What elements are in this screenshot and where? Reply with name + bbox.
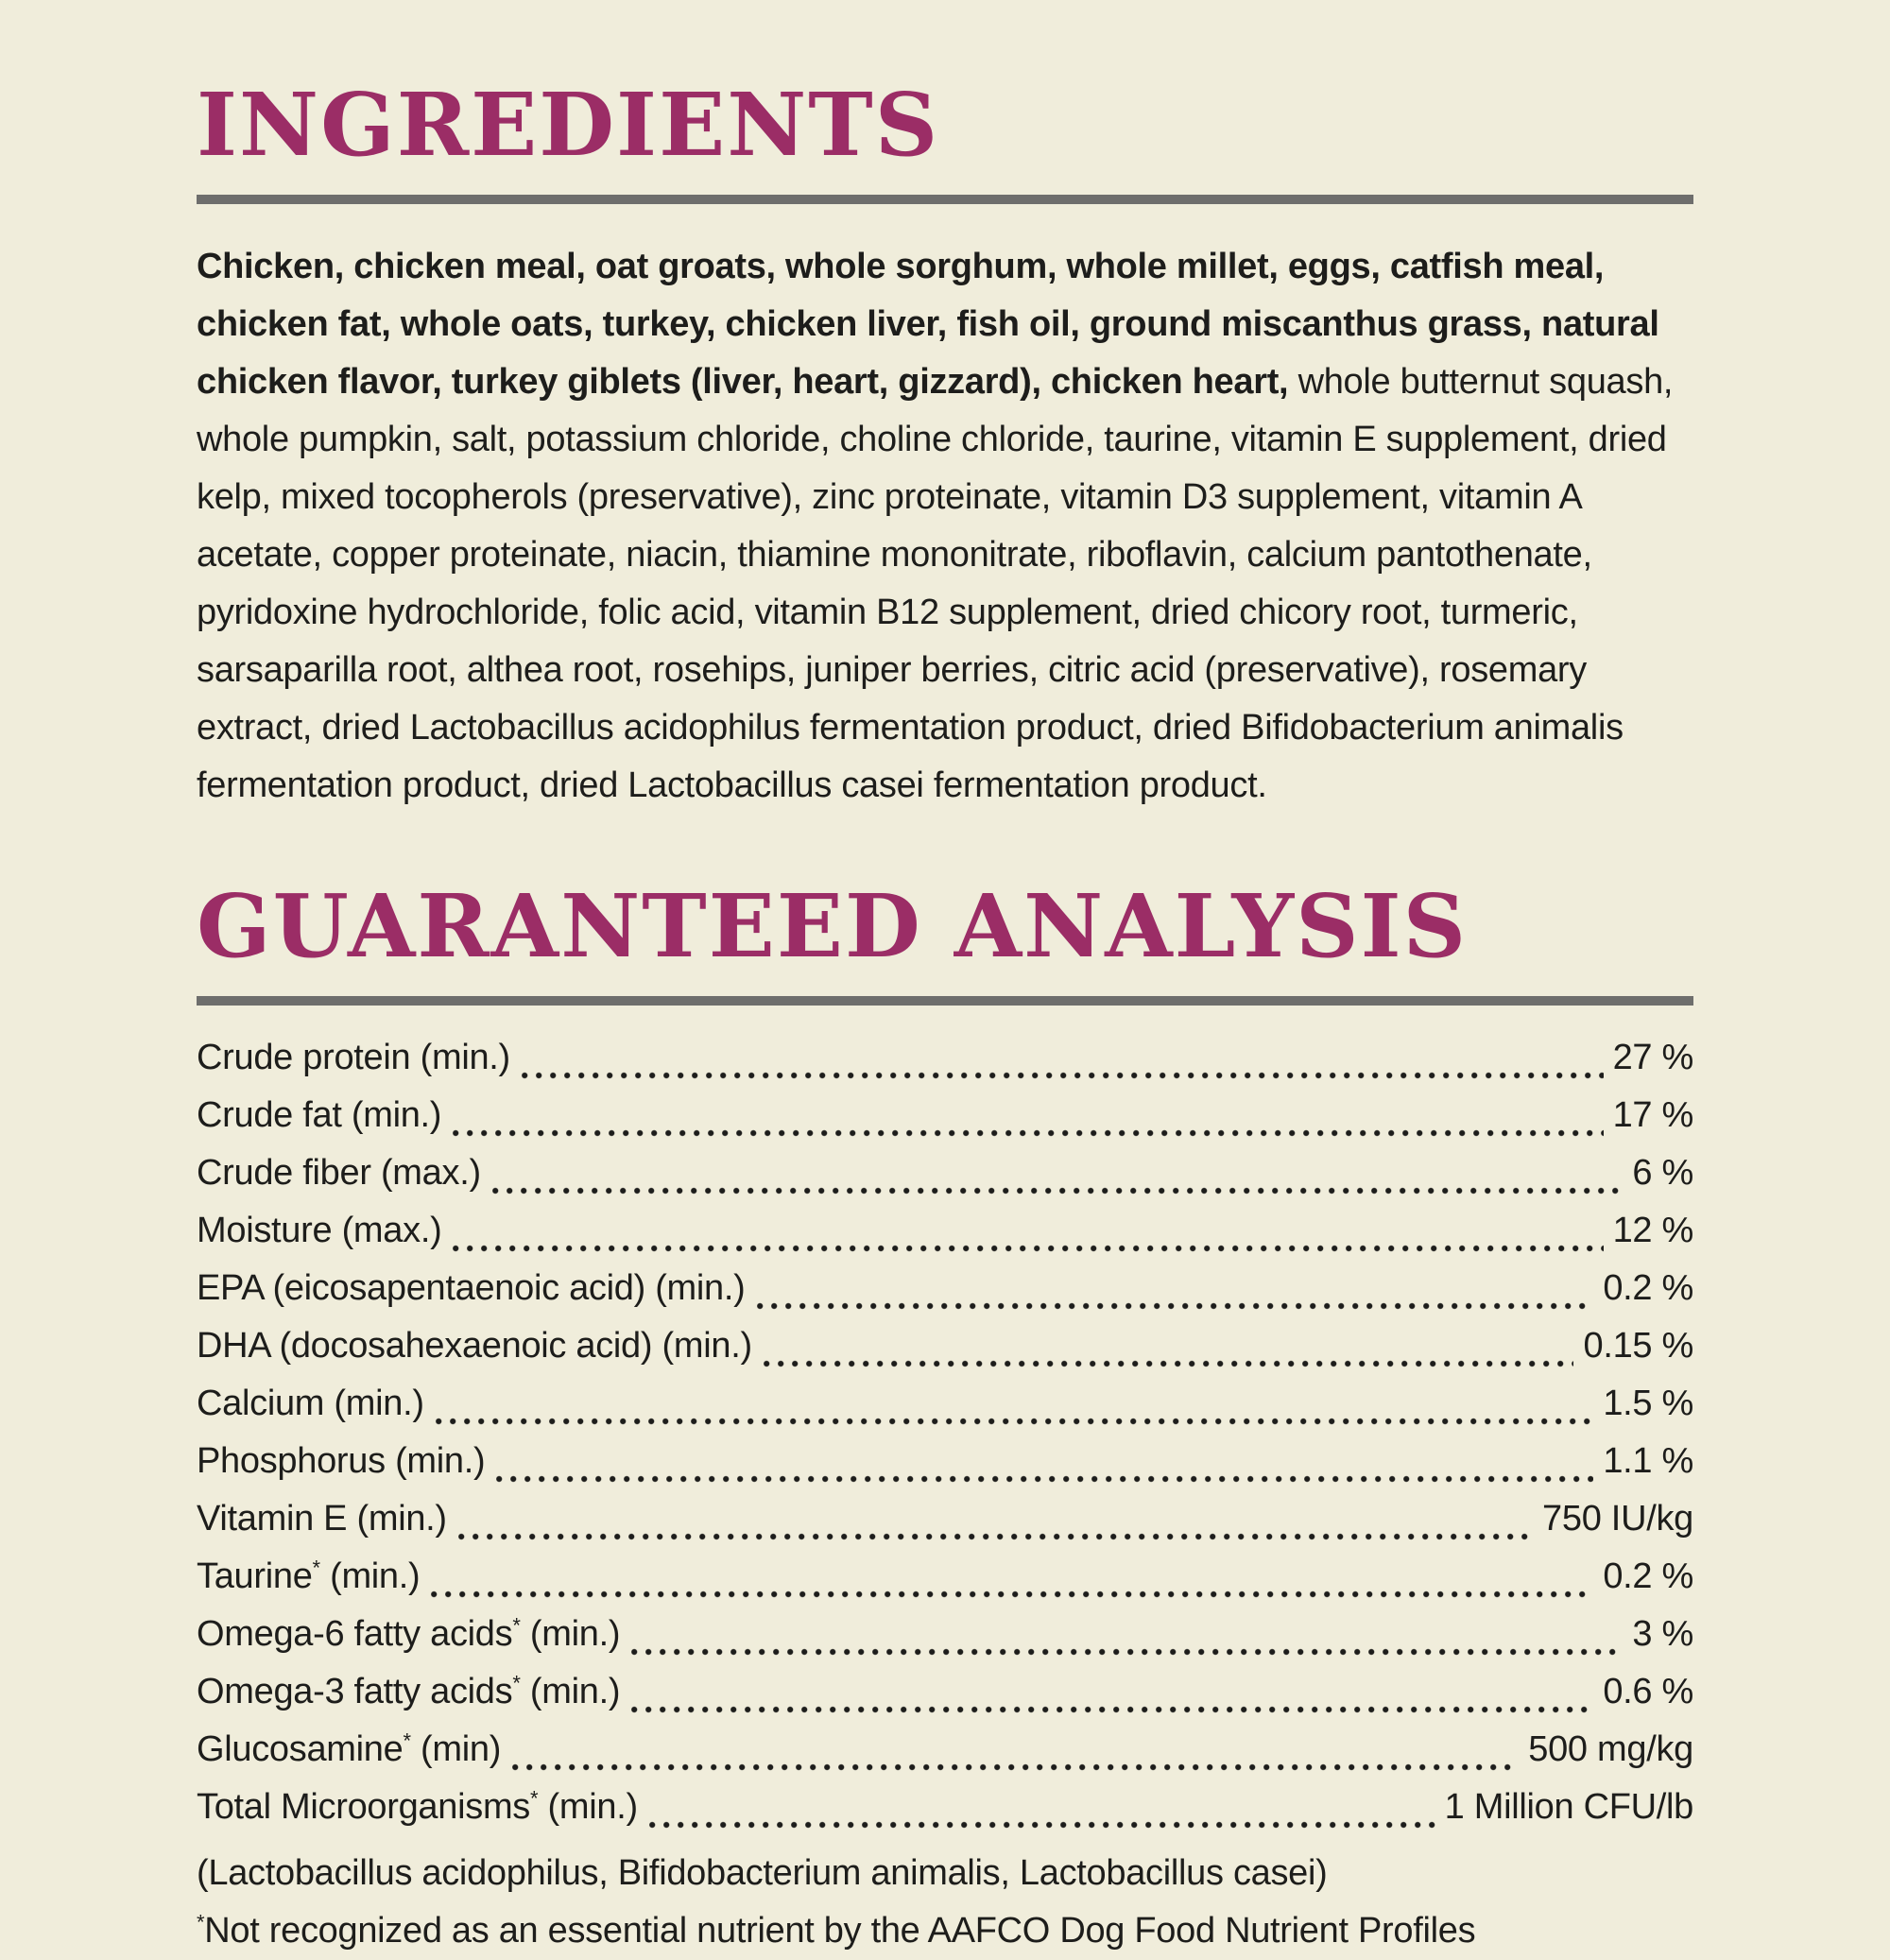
- analysis-row: Phosphorus (min.) 1.1 %: [197, 1441, 1693, 1499]
- dot-leader: [457, 1532, 1534, 1541]
- analysis-value: 1 Million CFU/lb: [1444, 1787, 1694, 1827]
- analysis-value: 27 %: [1612, 1038, 1694, 1077]
- dot-leader: [631, 1647, 1624, 1657]
- analysis-row: Calcium (min.) 1.5 %: [197, 1384, 1693, 1441]
- analysis-label: Vitamin E (min.): [197, 1499, 447, 1539]
- dot-leader: [756, 1301, 1594, 1311]
- analysis-row: Glucosamine* (min) 500 mg/kg: [197, 1729, 1693, 1787]
- analysis-label: EPA (eicosapentaenoic acid) (min.): [197, 1268, 746, 1308]
- analysis-value: 0.15 %: [1583, 1326, 1693, 1366]
- asterisk-marker: *: [403, 1728, 411, 1753]
- analysis-value: 3 %: [1632, 1614, 1693, 1654]
- analysis-label: Calcium (min.): [197, 1384, 424, 1423]
- analysis-row: DHA (docosahexaenoic acid) (min.) 0.15 %: [197, 1326, 1693, 1384]
- analysis-value: 500 mg/kg: [1528, 1729, 1693, 1769]
- dot-leader: [521, 1071, 1604, 1080]
- analysis-value: 0.2 %: [1603, 1556, 1693, 1596]
- dot-leader: [512, 1762, 1520, 1772]
- dot-leader: [453, 1128, 1604, 1138]
- analysis-label: Taurine* (min.): [197, 1556, 421, 1596]
- ingredients-text-bold: Chicken, chicken meal, oat groats, whole…: [197, 247, 1659, 402]
- analysis-label: DHA (docosahexaenoic acid) (min.): [197, 1326, 752, 1366]
- asterisk-marker: *: [530, 1786, 539, 1811]
- ingredients-text-regular: whole butternut squash, whole pumpkin, s…: [197, 362, 1674, 805]
- analysis-row: Total Microorganisms* (min.) 1 Million CF…: [197, 1787, 1693, 1845]
- analysis-label: Omega-3 fatty acids* (min.): [197, 1671, 621, 1711]
- analysis-row: Vitamin E (min.) 750 IU/kg: [197, 1499, 1693, 1556]
- ingredients-title: INGREDIENTS: [197, 74, 940, 176]
- analysis-row: Omega-6 fatty acids* (min.) 3 %: [197, 1614, 1693, 1672]
- analysis-value: 0.2 %: [1603, 1268, 1693, 1308]
- guaranteed-analysis-section: GUARANTEED ANALYSIS Crude protein (min.)…: [197, 883, 1693, 1960]
- footnote-asterisk: *: [197, 1910, 205, 1934]
- analysis-label: Phosphorus (min.): [197, 1441, 486, 1481]
- dot-leader: [631, 1705, 1594, 1714]
- asterisk-marker: *: [312, 1556, 321, 1580]
- analysis-row: Omega-3 fatty acids* (min.) 0.6 %: [197, 1672, 1693, 1729]
- analysis-value: 6 %: [1632, 1153, 1693, 1193]
- dot-leader: [453, 1244, 1604, 1253]
- analysis-value: 0.6 %: [1603, 1672, 1693, 1711]
- guaranteed-analysis-title: GUARANTEED ANALYSIS: [197, 875, 1469, 977]
- dot-leader: [435, 1417, 1594, 1426]
- analysis-row: Taurine* (min.) 0.2 %: [197, 1556, 1693, 1614]
- analysis-label: Crude protein (min.): [197, 1038, 510, 1077]
- analysis-value: 750 IU/kg: [1542, 1499, 1693, 1539]
- footnote-text: Not recognized as an essential nutrient …: [204, 1911, 1476, 1951]
- analysis-label: Crude fiber (max.): [197, 1153, 481, 1193]
- analysis-row: Crude fiber (max.) 6 %: [197, 1153, 1693, 1211]
- analysis-row: Crude protein (min.) 27 %: [197, 1038, 1693, 1095]
- ingredients-divider: [197, 195, 1693, 204]
- analysis-label: Crude fat (min.): [197, 1095, 442, 1135]
- ingredients-section: INGREDIENTS Chicken, chicken meal, oat g…: [197, 81, 1693, 815]
- analysis-row: Moisture (max.) 12 %: [197, 1211, 1693, 1268]
- dot-leader: [648, 1820, 1435, 1830]
- analysis-value: 17 %: [1612, 1095, 1694, 1135]
- asterisk-marker: *: [512, 1671, 521, 1695]
- analysis-row: EPA (eicosapentaenoic acid) (min.) 0.2 %: [197, 1268, 1693, 1326]
- analysis-label: Moisture (max.): [197, 1211, 442, 1250]
- analysis-row: Crude fat (min.) 17 %: [197, 1095, 1693, 1153]
- microorganism-species-note: (Lactobacillus acidophilus, Bifidobacter…: [197, 1853, 1328, 1893]
- analysis-value: 1.5 %: [1603, 1384, 1693, 1423]
- analysis-table: Crude protein (min.) 27 % Crude fat (min.)…: [197, 1038, 1693, 1845]
- dot-leader: [763, 1359, 1574, 1368]
- ingredients-text: Chicken, chicken meal, oat groats, whole…: [197, 238, 1693, 815]
- dot-leader: [496, 1474, 1594, 1484]
- aafco-footnote: *Not recognized as an essential nutrient…: [197, 1902, 1693, 1960]
- analysis-label: Omega-6 fatty acids* (min.): [197, 1613, 621, 1654]
- analysis-label: Total Microorganisms* (min.): [197, 1786, 638, 1827]
- guaranteed-analysis-divider: [197, 996, 1693, 1006]
- dot-leader: [431, 1590, 1594, 1599]
- dot-leader: [491, 1186, 1624, 1195]
- analysis-value: 1.1 %: [1603, 1441, 1693, 1481]
- analysis-value: 12 %: [1612, 1211, 1694, 1250]
- analysis-label: Glucosamine* (min): [197, 1728, 502, 1769]
- asterisk-marker: *: [512, 1613, 521, 1638]
